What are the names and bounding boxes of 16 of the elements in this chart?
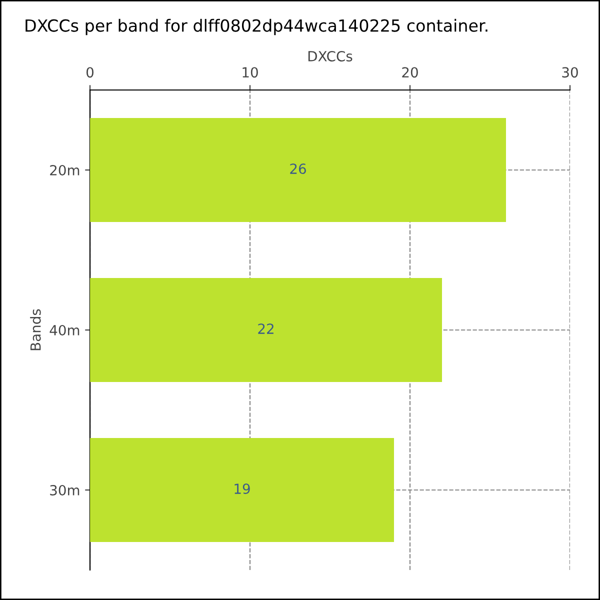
y-axis-title: Bands xyxy=(30,309,41,350)
chart-title: DXCCs per band for dlff0802dp44wca140225 container. xyxy=(26,18,488,36)
bar xyxy=(90,278,442,382)
data-label: 19 xyxy=(234,484,250,494)
y-tick-label: 30m xyxy=(50,484,80,496)
bar xyxy=(90,438,394,542)
data-label: 22 xyxy=(258,324,274,334)
data-label: 26 xyxy=(290,164,306,174)
x-tick-label: 0 xyxy=(86,67,94,78)
y-tick-label: 20m xyxy=(50,164,80,176)
x-axis-title: DXCCs xyxy=(308,50,352,62)
x-tick-label: 20 xyxy=(402,67,418,78)
x-tick-label: 30 xyxy=(562,67,578,78)
bar xyxy=(90,118,506,222)
y-tick-label: 40m xyxy=(50,324,80,336)
x-tick-label: 10 xyxy=(242,67,258,78)
